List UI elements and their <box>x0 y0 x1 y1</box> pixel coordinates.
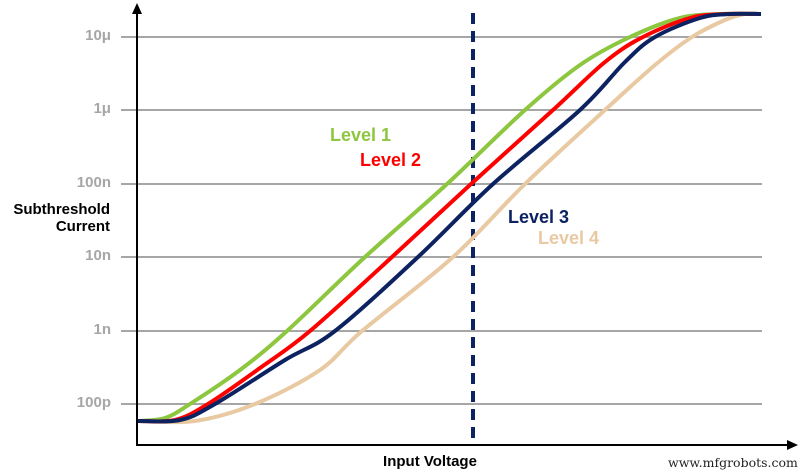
series-line-level-1 <box>137 11 762 423</box>
grid-lines <box>121 36 762 405</box>
y-tick-label: 1n <box>93 321 111 338</box>
axes <box>132 3 798 450</box>
y-axis-label: Subthreshold Current <box>0 201 110 235</box>
y-axis-label-line2: Current <box>55 218 110 235</box>
series-lines <box>137 11 762 425</box>
y-tick-label: 1μ <box>93 100 111 117</box>
y-axis-arrow-icon <box>132 3 142 14</box>
y-tick-label: 100p <box>76 394 111 411</box>
label-level-2: Level 2 <box>360 150 422 170</box>
y-tick-label: 10n <box>85 247 111 264</box>
x-axis-label: Input Voltage <box>383 453 477 470</box>
y-tick-label: 100n <box>76 174 111 191</box>
label-level-3: Level 3 <box>508 207 570 227</box>
label-level-4: Level 4 <box>538 228 600 248</box>
y-axis-label-line1: Subthreshold <box>13 201 110 218</box>
x-axis-arrow-icon <box>787 440 798 450</box>
watermark: www.mfgrobots.com <box>668 455 798 470</box>
series-line-level-4 <box>137 11 762 425</box>
series-line-level-2 <box>137 11 762 424</box>
series-line-level-3 <box>137 11 762 424</box>
label-level-1: Level 1 <box>330 125 392 145</box>
y-tick-label: 10μ <box>85 27 111 44</box>
